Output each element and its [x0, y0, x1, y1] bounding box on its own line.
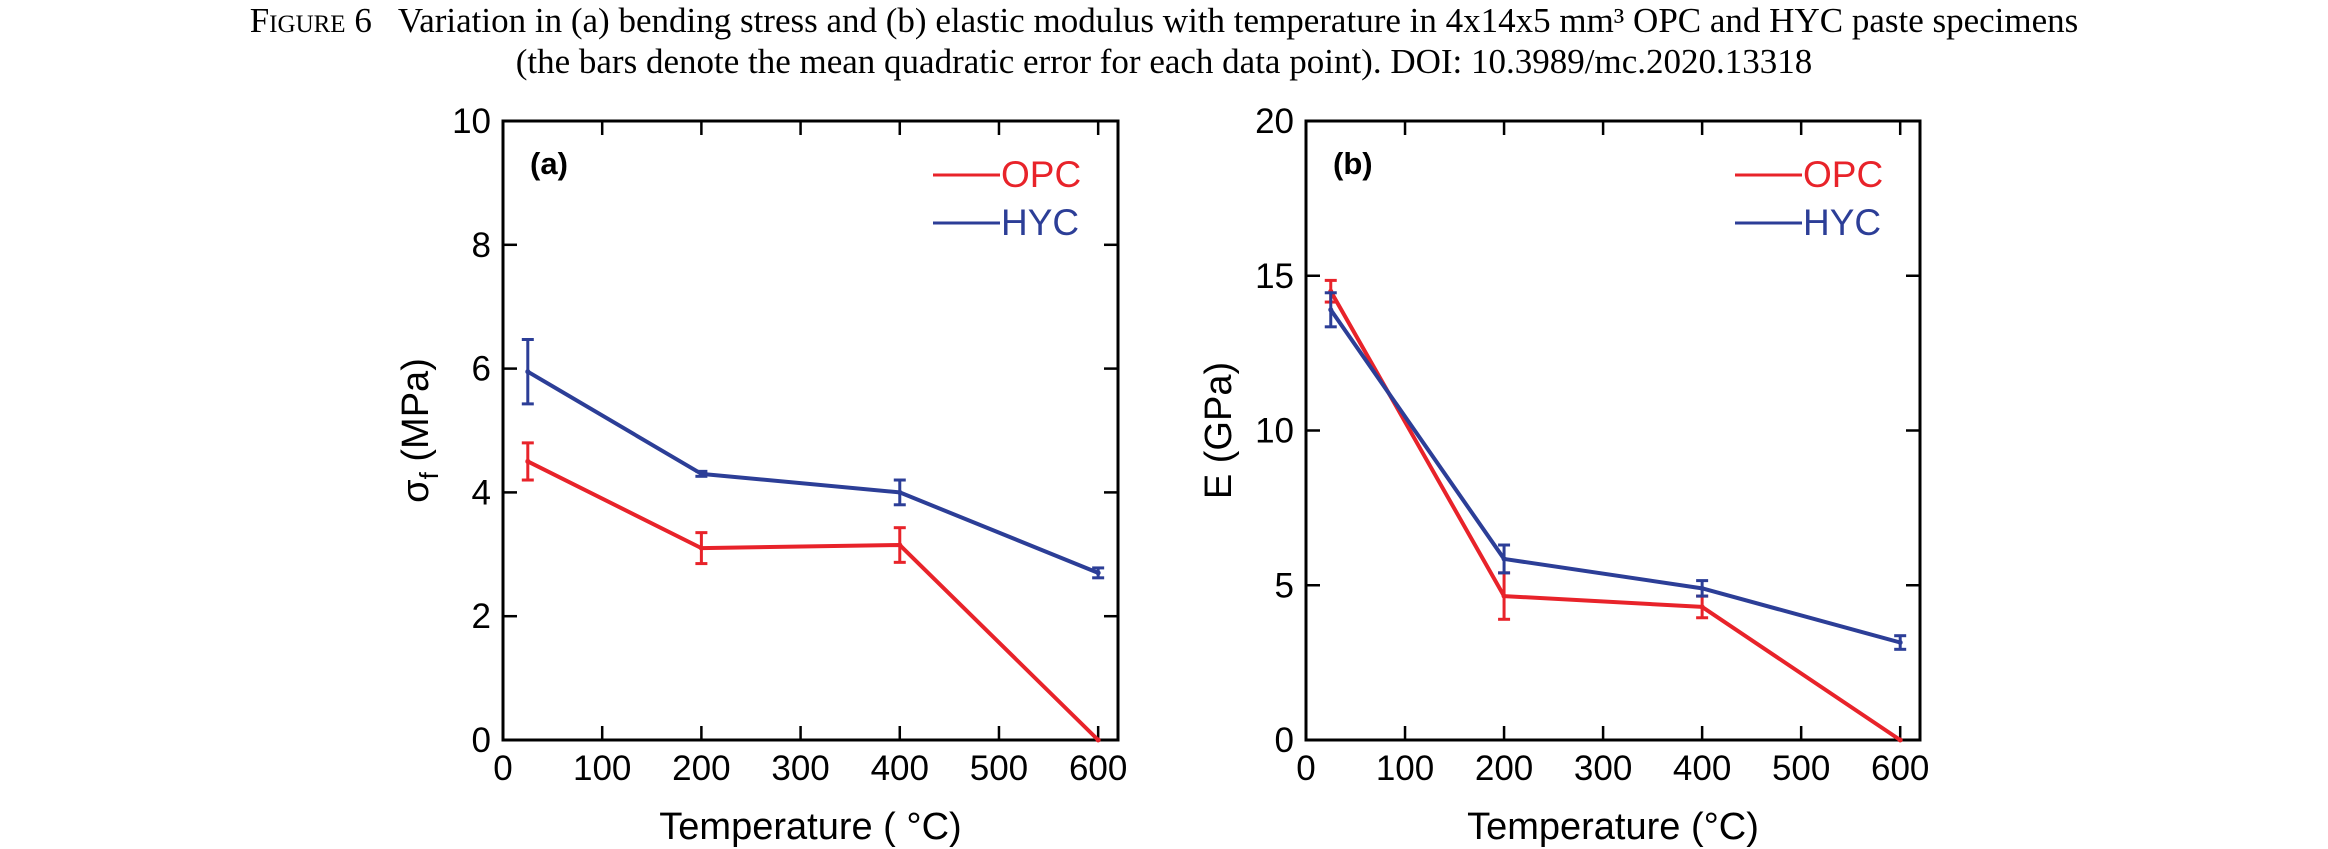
y-tick-label: 0: [472, 721, 491, 760]
plot-frame: [501, 119, 1120, 742]
x-tick-label: 0: [1296, 749, 1315, 788]
panel-label: (a): [530, 146, 568, 181]
x-tick-label: 500: [970, 749, 1028, 788]
legend-label-opc: OPC: [1803, 154, 1883, 195]
y-axis-label-rest: (MPa): [395, 358, 437, 472]
caption-line-1: Figure 6 Variation in (a) bending stress …: [0, 0, 2328, 41]
y-tick-label: 20: [1255, 102, 1294, 141]
y-axis-label: E (GPa): [1198, 362, 1240, 499]
series-line-hyc: [1329, 308, 1901, 645]
figure-caption: Figure 6 Variation in (a) bending stress …: [0, 0, 2328, 82]
series-line-opc: [1329, 290, 1902, 742]
x-tick-label: 0: [493, 749, 512, 788]
x-tick-label: 600: [1069, 749, 1127, 788]
y-tick-label: 0: [1275, 721, 1294, 760]
y-tick-label: 2: [472, 597, 491, 636]
data-point-opc: [1095, 737, 1101, 743]
y-tick-label: 10: [452, 102, 491, 141]
x-axis-label: Temperature ( °C): [659, 806, 961, 848]
chart-panel-a: 0 100 200 300 400 500 600 0 2 4 6 8 10 Temperature ( …: [395, 102, 1127, 848]
x-tick-label: 300: [771, 749, 829, 788]
y-tick-label: 8: [472, 226, 491, 265]
y-tick-label: 10: [1255, 412, 1294, 451]
legend-label-hyc: HYC: [1803, 202, 1881, 243]
x-axis-label: Temperature (°C): [1467, 806, 1759, 848]
y-tick-label: 4: [472, 473, 491, 512]
x-tick-label: 300: [1574, 749, 1632, 788]
x-tick-label: 100: [1376, 749, 1434, 788]
panel-label: (b): [1333, 146, 1373, 181]
data-point-opc: [1897, 737, 1903, 743]
x-tick-label: 100: [573, 749, 631, 788]
y-tick-label: 5: [1275, 566, 1294, 605]
y-axis-label-main: σ: [395, 479, 437, 502]
x-tick-label: 500: [1772, 749, 1830, 788]
y-axis-label-sub: f: [414, 471, 444, 479]
y-axis-label: σf (MPa): [395, 358, 444, 503]
y-tick-label: 6: [472, 350, 491, 389]
figure-label: Figure 6: [249, 1, 372, 40]
legend-label-opc: OPC: [1001, 154, 1081, 195]
x-tick-label: 400: [871, 749, 929, 788]
chart-panel-b: 0 100 200 300 400 500 600 0 5 10 15 20 Temperature (…: [1198, 102, 1929, 848]
caption-line-2: (the bars denote the mean quadratic erro…: [515, 42, 1813, 81]
x-tick-label: 200: [1475, 749, 1533, 788]
y-tick-label: 15: [1255, 257, 1294, 296]
caption-text-1: Variation in (a) bending stress and (b) …: [397, 1, 2079, 40]
x-tick-label: 400: [1673, 749, 1731, 788]
series-line-hyc: [526, 369, 1099, 575]
x-tick-label: 600: [1871, 749, 1929, 788]
series-line-opc: [526, 459, 1100, 742]
legend-label-hyc: HYC: [1001, 202, 1079, 243]
x-tick-label: 200: [672, 749, 730, 788]
y-axis-label-main: E (GPa): [1198, 362, 1240, 499]
